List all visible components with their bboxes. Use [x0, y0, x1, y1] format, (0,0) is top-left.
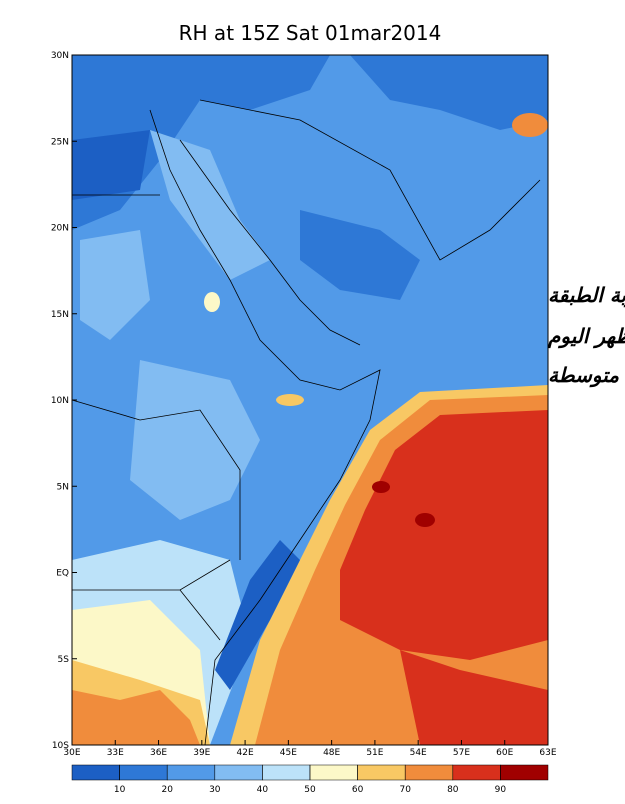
lon-label: 36E: [150, 748, 167, 758]
lon-label: 39E: [193, 748, 210, 758]
lon-label: 60E: [496, 748, 513, 758]
lon-label: 63E: [539, 748, 556, 758]
annotation-line: 850م الظهر اليوم: [547, 324, 625, 349]
lon-label: 54E: [410, 748, 427, 758]
lon-label: 30E: [63, 748, 80, 758]
lon-label: 33E: [107, 748, 124, 758]
colorbar-label: 20: [161, 785, 173, 795]
lat-label: 5N: [57, 482, 69, 492]
colorbar-label: 60: [352, 785, 364, 795]
colorbar-swatch: [166, 764, 216, 781]
lon-label: 42E: [237, 748, 254, 758]
lat-label: 25N: [51, 137, 69, 147]
colorbar-swatch: [71, 764, 120, 781]
colorbar-label: 50: [304, 785, 316, 795]
coastlines: [71, 99, 541, 746]
colorbar-label: 10: [114, 785, 126, 795]
colorbar-label: 80: [447, 785, 459, 795]
annotation: حديث الرطوبة الطبقة 850م الظهر اليوم وهي…: [547, 283, 625, 388]
colorbar-swatch: [119, 764, 168, 781]
lat-label: EQ: [56, 569, 69, 579]
colorbar-swatch: [214, 764, 263, 781]
colorbar-label: 70: [399, 785, 411, 795]
lon-label: 57E: [453, 748, 470, 758]
colorbar-swatch: [262, 764, 311, 781]
colorbar-swatch: [309, 764, 358, 781]
lat-label: 5S: [58, 655, 70, 665]
lon-label: 51E: [366, 748, 383, 758]
colorbar-swatch: [452, 764, 501, 781]
lat-label: 30N: [51, 51, 69, 61]
lat-label: 20N: [51, 224, 69, 234]
lat-label: 10N: [51, 396, 69, 406]
annotation-line: وهي متوسطة: [548, 363, 625, 388]
colorbar-label: 30: [209, 785, 221, 795]
colorbar-swatch: [404, 764, 454, 781]
lat-label: 10S: [52, 741, 69, 751]
colorbar-swatch: [357, 764, 406, 781]
lon-label: 48E: [323, 748, 340, 758]
colorbar-label: 90: [495, 785, 507, 795]
colorbar-label: 40: [257, 785, 269, 795]
lon-label: 45E: [280, 748, 297, 758]
lat-label: 15N: [51, 310, 69, 320]
colorbar-swatch: [500, 764, 549, 781]
map-title: RH at 15Z Sat 01mar2014: [179, 21, 442, 45]
rh-field: [72, 55, 548, 745]
annotation-line: حديث الرطوبة الطبقة: [548, 283, 625, 308]
